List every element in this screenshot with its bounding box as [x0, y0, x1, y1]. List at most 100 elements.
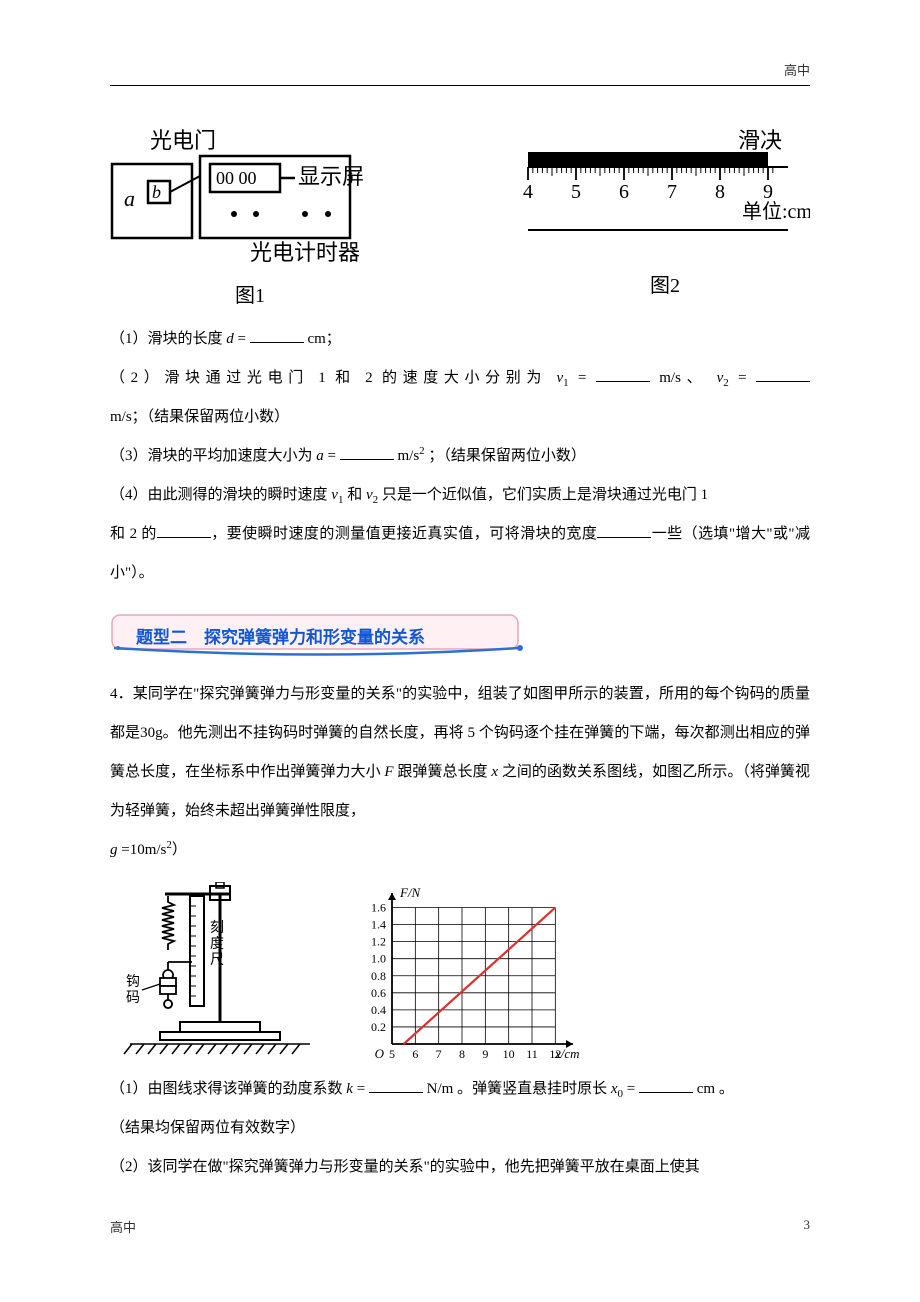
q2-blank2: [756, 367, 810, 382]
svg-text:9: 9: [482, 1047, 488, 1061]
svg-text:1.4: 1.4: [371, 918, 386, 932]
q4-blank2: [597, 523, 651, 538]
q2-blank1: [596, 367, 650, 382]
q4-l1b: 只是一个近似值，它们实质上是滑块通过光电门 1: [382, 487, 708, 503]
photogate-label: 光电门: [150, 128, 216, 153]
q4-blank1: [157, 523, 211, 538]
svg-text:O: O: [375, 1046, 385, 1061]
svg-text:6: 6: [619, 181, 629, 203]
q2-mid: m/s、: [659, 370, 707, 386]
p4-gvar: g: [110, 842, 118, 858]
figure-1-svg: 光电门 a b 00 00 显示屏 光电计时器: [110, 126, 390, 266]
p4-gend: ）: [172, 842, 187, 858]
footer-page: 3: [804, 1217, 811, 1236]
scale-label-3: 尺: [210, 952, 224, 968]
q4-1-k: k: [346, 1081, 353, 1097]
svg-text:0.2: 0.2: [371, 1020, 386, 1034]
q3-var: a: [316, 448, 324, 464]
timer-label: 光电计时器: [250, 240, 360, 265]
svg-text:7: 7: [667, 181, 677, 203]
unit-label: 单位:cm: [742, 200, 810, 223]
p4-geq: =10m/s: [121, 842, 166, 858]
q4-l2b: ，要使瞬时速度的测量值更接近真实值，可将滑块的宽度: [211, 526, 598, 542]
p4-F: F: [384, 764, 393, 780]
q4-and: 和: [347, 487, 362, 503]
svg-text:5: 5: [571, 181, 581, 203]
display-label: 显示屏: [298, 164, 364, 189]
scale-label-2: 度: [210, 936, 224, 952]
q4-1-tail: 。: [719, 1081, 734, 1097]
svg-text:9: 9: [763, 181, 773, 203]
q4-s1: 1: [338, 494, 344, 506]
label-b: b: [152, 182, 161, 202]
p4-l3: 跟弹簧总长度: [397, 764, 487, 780]
hook-label-2: 码: [126, 990, 140, 1006]
svg-text:x/cm: x/cm: [554, 1046, 580, 1061]
figure-2-svg: 滑决 4 5 6 7 8 9 单位:cm: [520, 126, 810, 256]
scale-label-1: 刻: [210, 920, 224, 936]
svg-text:10: 10: [503, 1047, 515, 1061]
svg-text:8: 8: [715, 181, 725, 203]
svg-text:7: 7: [436, 1047, 442, 1061]
q1-var: d: [226, 331, 234, 347]
q3: （3）滑块的平均加速度大小为 a = m/s2 ；（结果保留两位小数）: [110, 437, 810, 476]
display-value: 00 00: [216, 168, 257, 188]
q4-s2: 2: [373, 494, 379, 506]
q1-prefix: （1）滑块的长度: [110, 331, 223, 347]
figure-2: 滑决 4 5 6 7 8 9 单位:cm 图2: [520, 126, 810, 298]
q2-prefix: （2）滑块通过光电门 1 和 2 的速度大小分别为: [110, 370, 547, 386]
q4-v2: v: [366, 487, 373, 503]
q4-2: （2）该同学在做"探究弹簧弹力与形变量的关系"的实验中，他先把弹簧平放在桌面上使…: [110, 1148, 810, 1187]
section-banner: 题型二 探究弹簧弹力和形变量的关系: [110, 613, 530, 657]
chart-svg: 567891011120.20.40.60.81.01.21.41.6OF/Nx…: [350, 887, 580, 1062]
q1: （1）滑块的长度 d = cm；: [110, 320, 810, 359]
q4-1-blank2: [639, 1078, 693, 1093]
apparatus-svg: 刻 度 尺 钩 码: [110, 882, 320, 1062]
figure-2-caption: 图2: [520, 269, 810, 298]
svg-text:F/N: F/N: [399, 887, 422, 900]
q1-suffix: cm；: [307, 331, 340, 347]
page-header-label: 高中: [110, 60, 810, 85]
p4-text: 4．某同学在"探究弹簧弹力与形变量的关系"的实验中，组装了如图甲所示的装置，所用…: [110, 675, 810, 831]
q4-v1: v: [331, 487, 338, 503]
slider-label: 滑决: [738, 128, 782, 153]
q4-1-x0: x: [611, 1081, 618, 1097]
figure-1-caption: 图1: [110, 279, 390, 308]
q2-v2sub: 2: [723, 377, 729, 389]
footer: 高中 3: [110, 1217, 810, 1236]
q4-1-unit2: cm: [697, 1081, 715, 1097]
q3-blank: [340, 445, 394, 460]
q3-unit: m/s: [397, 448, 419, 464]
footer-left: 高中: [110, 1217, 136, 1236]
svg-text:6: 6: [412, 1047, 418, 1061]
q4-1-blank1: [369, 1078, 423, 1093]
q4-1-prefix: （1）由图线求得该弹簧的劲度系数: [110, 1081, 343, 1097]
q1-blank: [250, 328, 304, 343]
label-a: a: [124, 186, 135, 211]
q4-l1a: （4）由此测得的滑块的瞬时速度: [110, 487, 328, 503]
q4-1-unit1: N/m: [427, 1081, 454, 1097]
figure-1: 光电门 a b 00 00 显示屏 光电计时器 图1: [110, 126, 390, 308]
problem-4-subs: （1）由图线求得该弹簧的劲度系数 k = N/m 。弹簧竖直悬挂时原长 x0 =…: [110, 1070, 810, 1187]
svg-text:1.2: 1.2: [371, 935, 386, 949]
q4-l2a: 和 2 的: [110, 526, 157, 542]
q3-prefix: （3）滑块的平均加速度大小为: [110, 448, 313, 464]
q4-1-mid: 。弹簧竖直悬挂时原长: [457, 1081, 607, 1097]
q3-exp: 2: [419, 445, 425, 457]
svg-text:8: 8: [459, 1047, 465, 1061]
p4-mass: 30g: [140, 725, 163, 741]
q2-v1sub: 1: [563, 377, 569, 389]
p4-g: g =10m/s2）: [110, 831, 810, 870]
svg-text:0.4: 0.4: [371, 1003, 386, 1017]
hook-label-1: 钩: [126, 974, 140, 990]
svg-text:11: 11: [526, 1047, 538, 1061]
svg-text:0.6: 0.6: [371, 986, 386, 1000]
problem-4: 4．某同学在"探究弹簧弹力与形变量的关系"的实验中，组装了如图甲所示的装置，所用…: [110, 675, 810, 870]
q4-line1: （4）由此测得的滑块的瞬时速度 v1 和 v2 只是一个近似值，它们实质上是滑块…: [110, 476, 810, 515]
svg-text:4: 4: [523, 181, 533, 203]
q2: （2）滑块通过光电门 1 和 2 的速度大小分别为 v1 = m/s、 v2 =…: [110, 359, 810, 437]
q4-line2: 和 2 的，要使瞬时速度的测量值更接近真实值，可将滑块的宽度一些（选填"增大"或…: [110, 515, 810, 593]
q4-1: （1）由图线求得该弹簧的劲度系数 k = N/m 。弹簧竖直悬挂时原长 x0 =…: [110, 1070, 810, 1109]
svg-text:1.6: 1.6: [371, 901, 386, 915]
svg-text:1.0: 1.0: [371, 952, 386, 966]
